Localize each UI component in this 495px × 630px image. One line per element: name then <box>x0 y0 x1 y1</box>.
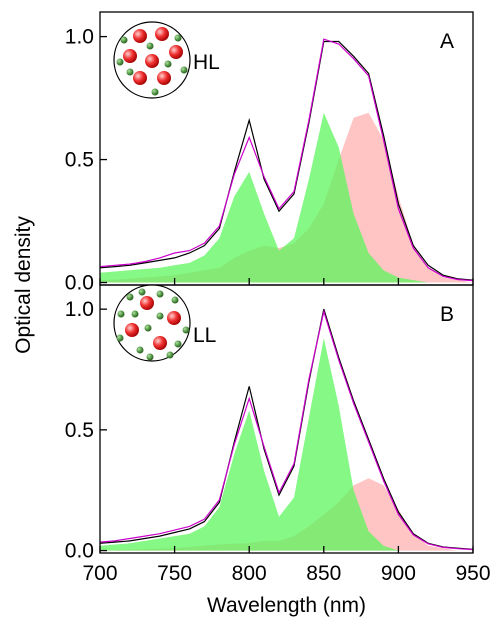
y-tick-label: 0.5 <box>65 419 94 442</box>
line <box>99 40 474 281</box>
y-tick-label: 1.0 <box>65 26 94 49</box>
x-tick-label: 850 <box>306 562 341 585</box>
plot <box>99 308 474 551</box>
y-tick-label: 1.0 <box>65 298 94 321</box>
plot-frame <box>99 284 474 554</box>
area <box>100 112 473 283</box>
y-axis-label: Optical density <box>12 216 35 354</box>
x-tick-label: 950 <box>455 562 490 585</box>
inset-hl <box>113 21 191 99</box>
line <box>99 38 474 282</box>
x-tick-label: 800 <box>232 562 267 585</box>
area <box>100 478 473 551</box>
inset-label: LL <box>193 324 216 347</box>
x-tick-label: 700 <box>82 562 117 585</box>
x-tick-label: 750 <box>157 562 192 585</box>
inset-ll <box>113 284 191 362</box>
plot <box>99 38 474 283</box>
area <box>100 112 473 283</box>
line <box>99 309 474 551</box>
x-axis-label: Wavelength (nm) <box>207 594 366 617</box>
y-tick-label: 0.0 <box>65 540 94 563</box>
y-tick-label: 0.0 <box>65 272 94 295</box>
line <box>99 308 474 550</box>
x-tick-label: 900 <box>381 562 416 585</box>
area <box>100 338 473 551</box>
inset-label: HL <box>193 51 220 74</box>
panel-label: A <box>440 30 454 53</box>
panel-label: B <box>440 303 454 326</box>
y-tick-label: 0.5 <box>65 149 94 172</box>
